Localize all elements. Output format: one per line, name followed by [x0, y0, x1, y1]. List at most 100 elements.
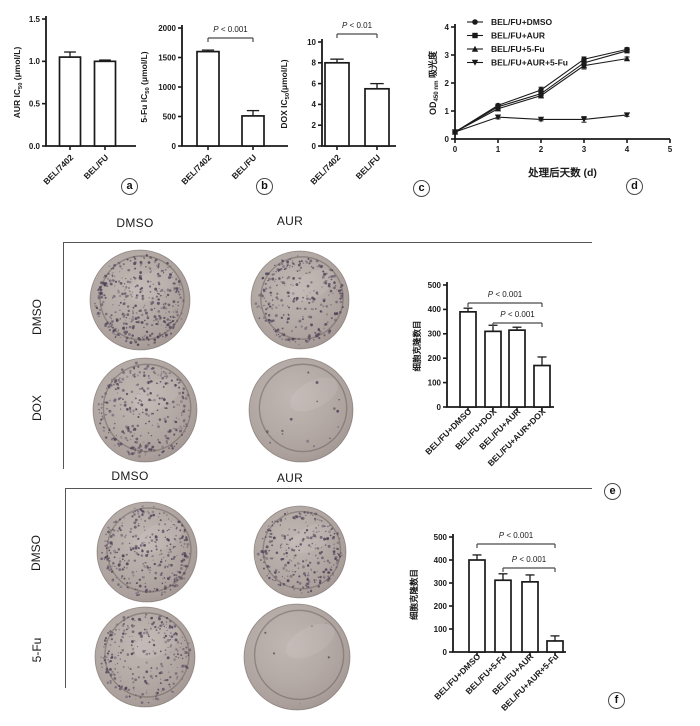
- bar: [468, 559, 486, 653]
- svg-text:P < 0.001: P < 0.001: [512, 555, 547, 564]
- bar: [364, 87, 390, 147]
- svg-text:0: 0: [443, 648, 448, 657]
- dish-rim: [102, 363, 192, 453]
- svg-text:BEL/FU+AUR+5-Fu: BEL/FU+AUR+5-Fu: [491, 58, 568, 68]
- panel-label-b: b: [256, 178, 273, 195]
- svg-text:200: 200: [434, 602, 448, 611]
- chart-5fu-ic50: 0 500 1000 1500 2000 BEL/7402 BEL/FU 5-Fu IC50 …: [139, 24, 288, 186]
- bar: [196, 50, 220, 147]
- panel-label-c: c: [413, 180, 430, 197]
- svg-text:1: 1: [496, 145, 501, 154]
- bar: [58, 56, 82, 147]
- svg-text:0: 0: [172, 142, 177, 151]
- svg-text:1500: 1500: [158, 53, 176, 62]
- svg-text:P < 0.001: P < 0.001: [488, 290, 523, 299]
- svg-text:400: 400: [434, 556, 448, 565]
- svg-text:2: 2: [539, 145, 544, 154]
- svg-text:P < 0.001: P < 0.001: [213, 25, 248, 34]
- svg-text:0: 0: [312, 142, 317, 151]
- svg-text:500: 500: [428, 281, 442, 290]
- chart-colony-count-dox: 0100200300400500BEL/FU+DMSOBEL/FU+DOXBEL…: [412, 281, 554, 468]
- bar: [546, 640, 564, 653]
- colony-plate-e-DMSO-DMSO: [89, 249, 191, 351]
- colony-plate-f-DMSO-AUR: [253, 505, 347, 599]
- colony-plate-f-5-Fu-DMSO: [94, 606, 196, 708]
- row-label-f-dmso: DMSO: [29, 535, 43, 571]
- svg-text:2: 2: [312, 121, 317, 130]
- bar: [533, 364, 551, 408]
- svg-text:0: 0: [453, 145, 458, 154]
- svg-text:4: 4: [625, 145, 630, 154]
- colony-plate-e-DOX-AUR: [248, 357, 354, 463]
- svg-text:300: 300: [434, 579, 448, 588]
- line-chart-cck8_growth: 0 1 2 3 4 5 0 1 2 3 4 BEL/FU+DMSO BEL/FU+AUR BEL/FU+5…: [427, 17, 673, 179]
- svg-text:P < 0.01: P < 0.01: [342, 21, 373, 30]
- svg-text:3: 3: [445, 51, 450, 60]
- colonies: [254, 255, 344, 346]
- bar-chart-fu_ic50: 0 500 1000 1500 2000 BEL/7402 BEL/FU 5-Fu IC50 …: [139, 24, 288, 186]
- legend: BEL/FU+DMSO BEL/FU+AUR BEL/FU+5-Fu BEL/FU+A…: [467, 17, 568, 68]
- svg-text:1: 1: [445, 107, 450, 116]
- bar-chart-colony_count_dox: 0100200300400500BEL/FU+DMSOBEL/FU+DOXBEL…: [412, 281, 554, 468]
- svg-text:AUR IC50 (μmol/L): AUR IC50 (μmol/L): [12, 47, 24, 119]
- svg-text:200: 200: [428, 354, 442, 363]
- column-label-f-dmso: DMSO: [111, 469, 149, 483]
- colonies: [94, 254, 185, 346]
- svg-text:处理后天数 (d): 处理后天数 (d): [527, 166, 597, 179]
- dish-rim: [104, 612, 190, 698]
- svg-text:2: 2: [445, 79, 450, 88]
- colonies: [264, 622, 330, 705]
- bar: [494, 579, 512, 653]
- chart-aur-ic50: 0.0 0.5 1.0 1.5 BEL/7402 BEL/FU AUR IC50 (μmol…: [12, 15, 136, 186]
- svg-text:4: 4: [445, 23, 450, 32]
- dish-rim: [260, 256, 344, 340]
- panel-label-d: d: [626, 178, 643, 195]
- svg-text:BEL/7402: BEL/7402: [41, 152, 75, 186]
- bar: [508, 329, 526, 408]
- section-f-border-left: [65, 488, 66, 688]
- svg-text:0.0: 0.0: [29, 142, 41, 151]
- svg-text:BEL/FU+DMSO: BEL/FU+DMSO: [491, 17, 553, 27]
- svg-text:1.5: 1.5: [29, 15, 41, 24]
- dish-rim: [106, 507, 192, 593]
- colonies: [265, 371, 340, 448]
- svg-text:3: 3: [582, 145, 587, 154]
- svg-text:500: 500: [434, 533, 448, 542]
- svg-text:2000: 2000: [158, 24, 176, 33]
- chart-dox-ic50: 0 2 4 6 8 10 BEL/7402 BEL/FU DOX IC50(μmol/L) P <…: [279, 21, 396, 186]
- section-e-border-left: [63, 242, 64, 469]
- svg-text:BEL/7402: BEL/7402: [179, 152, 213, 186]
- svg-text:BEL/FU: BEL/FU: [82, 152, 111, 181]
- svg-text:细胞克隆数目: 细胞克隆数目: [409, 569, 419, 620]
- bar: [459, 310, 477, 408]
- svg-text:500: 500: [163, 112, 177, 121]
- bar: [324, 61, 350, 147]
- svg-text:6: 6: [312, 79, 317, 88]
- panel-label-e: e: [604, 483, 621, 500]
- section-f-border-top: [65, 488, 592, 489]
- svg-text:P < 0.001: P < 0.001: [500, 310, 535, 319]
- bar: [484, 330, 502, 408]
- svg-text:P < 0.001: P < 0.001: [499, 531, 534, 540]
- bar: [93, 60, 117, 147]
- colony-plate-e-DOX-DMSO: [92, 357, 198, 463]
- dish-rim: [258, 363, 348, 453]
- svg-text:BEL/FU: BEL/FU: [230, 152, 259, 181]
- row-label-f-5fu: 5-Fu: [30, 637, 44, 663]
- row-label-e-dox: DOX: [30, 394, 44, 422]
- colony-plate-f-DMSO-DMSO: [96, 501, 198, 603]
- svg-text:OD450 nm 吸光度: OD450 nm 吸光度: [427, 50, 440, 115]
- svg-text:BEL/FU: BEL/FU: [354, 152, 383, 181]
- svg-text:1.0: 1.0: [29, 57, 41, 66]
- svg-text:BEL/7402: BEL/7402: [308, 152, 342, 186]
- column-label-e-dmso: DMSO: [116, 216, 154, 230]
- bar: [241, 115, 265, 147]
- section-e-border-top: [63, 242, 592, 243]
- row-label-e-dmso: DMSO: [30, 299, 44, 335]
- svg-text:1000: 1000: [158, 83, 176, 92]
- colonies: [97, 361, 190, 458]
- colony-plate-f-5-Fu-AUR: [243, 603, 351, 711]
- dish-rim: [253, 609, 345, 701]
- chart-colony-count-5fu: 0100200300400500BEL/FU+DMSOBEL/FU+5-FuBE…: [409, 531, 566, 713]
